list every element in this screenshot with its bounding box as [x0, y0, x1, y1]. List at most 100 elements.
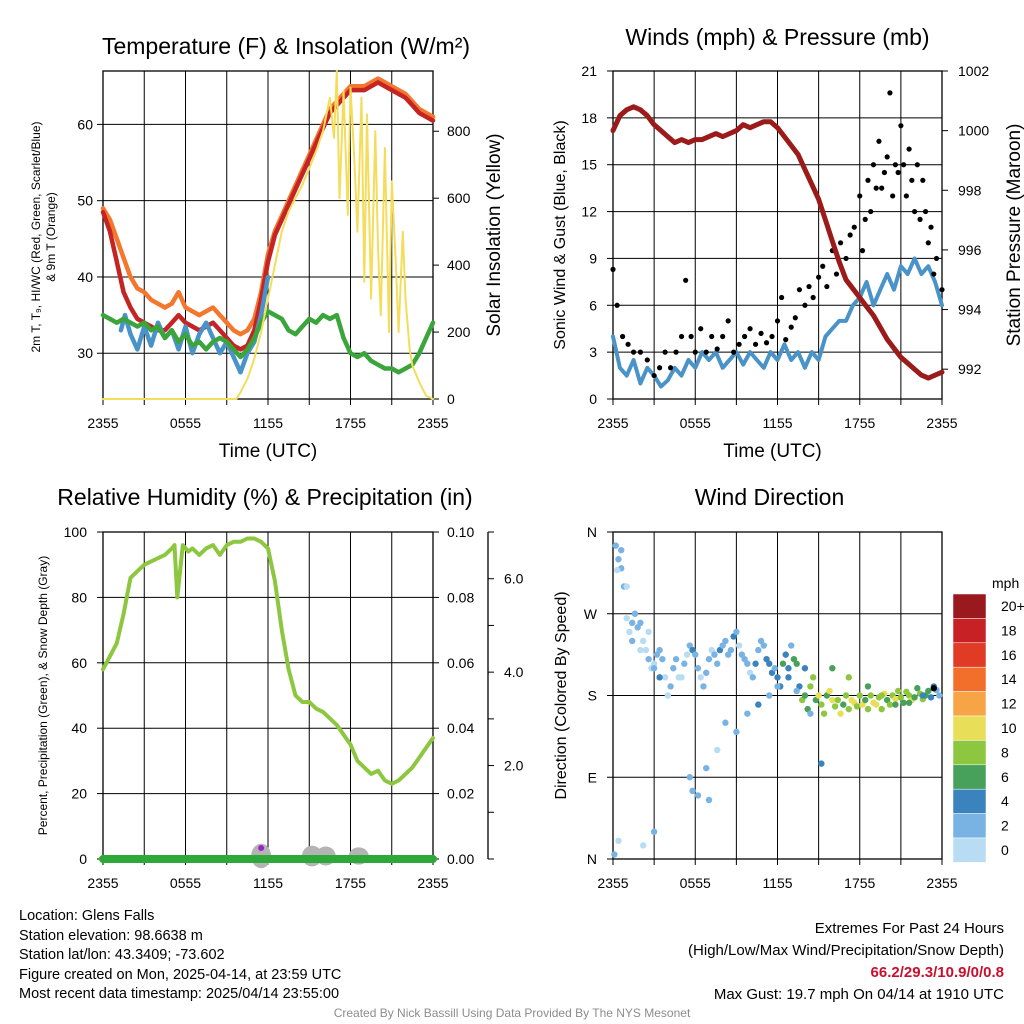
direction-point — [853, 703, 861, 710]
y-tick-label: 18 — [581, 110, 597, 126]
direction-point — [837, 710, 844, 717]
direction-point — [785, 665, 792, 672]
x-tick-label: 2355 — [597, 415, 628, 431]
gust-point — [774, 318, 781, 324]
gust-point — [806, 283, 812, 290]
gust-point — [742, 333, 748, 340]
direction-point — [782, 651, 789, 658]
direction-point — [930, 685, 937, 692]
wind-panel: 2355 0555 1155 1755 235503691215182199299499… — [552, 24, 1024, 462]
gust-point — [792, 315, 798, 321]
series-line — [611, 256, 944, 389]
direction-point — [656, 646, 663, 654]
direction-point — [818, 760, 825, 767]
direction-point — [612, 542, 619, 549]
info-block: Location: Glens Falls Station elevation:… — [19, 907, 341, 1005]
direction-point — [892, 695, 899, 703]
direction-point — [722, 719, 729, 726]
direction-point — [894, 687, 902, 695]
chart-title: Temperature (F) & Insolation (W/m²) — [102, 33, 470, 59]
direction-point — [639, 637, 647, 645]
direction-point — [856, 692, 863, 699]
y2-tick-label: 992 — [958, 361, 982, 377]
direction-point — [703, 764, 710, 772]
colorbar-label: 0 — [1001, 842, 1009, 858]
direction-point — [878, 705, 885, 713]
x-tick-label: 1755 — [335, 875, 366, 891]
gust-point — [857, 193, 863, 199]
direction-point — [639, 842, 647, 849]
direction-point — [615, 556, 622, 563]
y2-tick-label: 1000 — [958, 123, 989, 139]
direction-point — [793, 660, 800, 667]
direction-point — [788, 642, 795, 649]
gust-point — [714, 346, 720, 352]
series-line — [100, 309, 436, 375]
direction-point — [705, 655, 713, 663]
gust-point — [779, 294, 785, 301]
gust-point — [820, 263, 826, 269]
gust-point — [673, 349, 679, 355]
extremes-values: 66.2/29.3/10.9/0/0.8 — [870, 964, 1004, 981]
x-tick-label: 1155 — [253, 415, 283, 431]
rh-panel: 2355 0555 1155 1755 23550204060801000.000.02… — [36, 484, 524, 891]
y-tick-label: 60 — [71, 655, 87, 671]
direction-point — [700, 683, 707, 690]
x-tick-label: 0555 — [170, 875, 201, 891]
x-tick-label: 2355 — [597, 875, 628, 891]
y-tick-label: N — [587, 851, 597, 867]
gust-point — [769, 333, 775, 340]
direction-point — [809, 674, 817, 681]
direction-point — [628, 637, 636, 645]
colorbar-label: 20+ — [1001, 598, 1024, 614]
gust-point — [736, 341, 742, 347]
gust-point — [895, 169, 901, 176]
gust-point — [925, 240, 931, 246]
extremes-gust: Max Gust: 19.7 mph On 04/14 at 1910 UTC — [713, 986, 1004, 1003]
direction-point — [689, 787, 696, 795]
gust-point — [657, 365, 663, 371]
x-tick-label: 1155 — [762, 415, 792, 431]
y-tick-label: 30 — [77, 345, 93, 361]
y2-tick-label: 0.02 — [447, 786, 474, 802]
gust-point — [920, 177, 926, 183]
y-axis-label: & 9m T (Orange) — [44, 192, 58, 282]
gust-point — [917, 216, 923, 222]
y2-tick-label: 0.10 — [447, 524, 474, 540]
gust-point — [887, 90, 893, 96]
direction-point — [694, 665, 702, 672]
direction-point — [615, 837, 622, 845]
gust-point — [903, 193, 909, 199]
direction-point — [801, 692, 809, 699]
direction-point — [752, 660, 759, 667]
gust-point — [619, 333, 626, 340]
direction-point — [722, 637, 729, 645]
direction-point — [749, 674, 757, 681]
direction-point — [807, 710, 814, 717]
direction-point — [733, 728, 740, 736]
direction-point — [744, 710, 751, 717]
direction-point — [650, 665, 658, 672]
gust-point — [833, 271, 840, 277]
y2-tick-label: 1002 — [958, 63, 989, 79]
direction-point — [628, 619, 636, 627]
y2-tick-label: 400 — [447, 257, 471, 273]
colorbar-swatch — [952, 593, 987, 619]
gust-point — [847, 232, 853, 238]
gust-point — [688, 333, 694, 340]
gust-point — [810, 294, 816, 301]
y-tick-label: 50 — [77, 193, 93, 209]
y-tick-label: N — [587, 524, 597, 540]
y-axis-label: 2m T, T₉, HI/WC (Red, Green, Scarlet/Blu… — [29, 121, 43, 352]
colorbar-label: 4 — [1001, 793, 1009, 809]
y-tick-label: 21 — [581, 63, 597, 79]
direction-point — [886, 701, 894, 708]
gust-point — [928, 224, 934, 230]
direction-point — [911, 694, 918, 701]
y-tick-label: 9 — [589, 250, 597, 266]
direction-point — [818, 701, 825, 708]
y-tick-label: 40 — [71, 720, 87, 736]
direction-point — [897, 694, 905, 701]
gust-point — [758, 330, 764, 336]
